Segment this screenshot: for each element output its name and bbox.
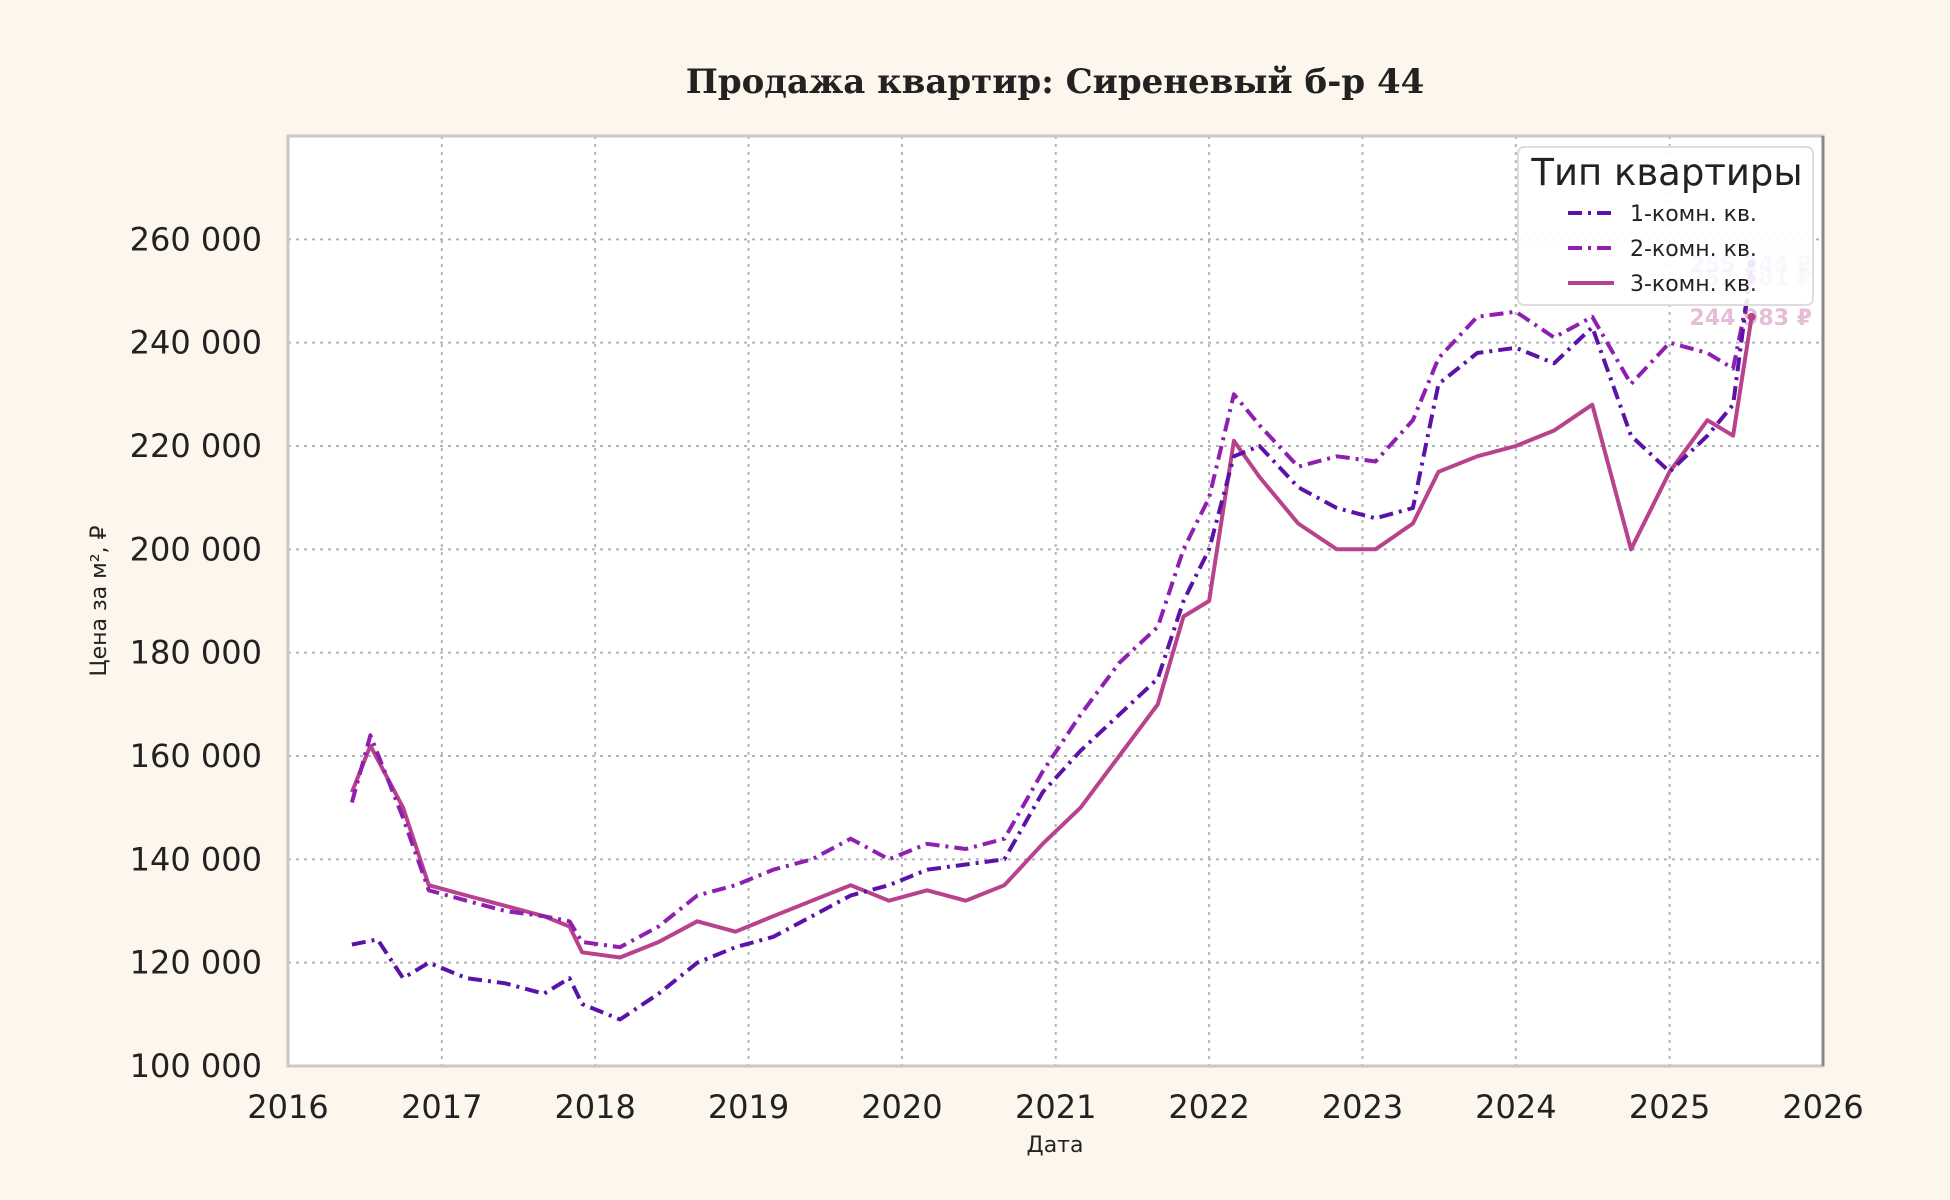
y-axis-ticks: 100 000 120 000 140 000 160 000 180 000 200 0… bbox=[130, 220, 262, 1085]
x-tick-label: 2021 bbox=[1015, 1088, 1096, 1126]
y-tick-label: 120 000 bbox=[130, 944, 262, 982]
series-line-1 bbox=[351, 263, 1754, 1022]
y-tick-label: 260 000 bbox=[130, 220, 262, 258]
y-tick-label: 220 000 bbox=[130, 427, 262, 465]
series-end-marker bbox=[1747, 312, 1756, 321]
y-axis-label: Цена за м², ₽ bbox=[87, 525, 112, 676]
x-tick-label: 2025 bbox=[1629, 1088, 1710, 1126]
y-tick-label: 160 000 bbox=[130, 737, 262, 775]
series-line-2 bbox=[349, 277, 1754, 950]
x-tick-label: 2023 bbox=[1322, 1088, 1403, 1126]
x-axis-label: Дата bbox=[1027, 1133, 1084, 1158]
y-tick-label: 100 000 bbox=[130, 1047, 262, 1085]
y-tick-label: 180 000 bbox=[130, 634, 262, 672]
x-tick-label: 2018 bbox=[554, 1088, 635, 1126]
x-tick-label: 2017 bbox=[401, 1088, 482, 1126]
legend-box bbox=[1517, 146, 1814, 306]
x-tick-label: 2019 bbox=[708, 1088, 789, 1126]
x-tick-label: 2026 bbox=[1782, 1088, 1863, 1126]
legend-label: 3-комн. кв. bbox=[1630, 272, 1757, 297]
chart-title: Продажа квартир: Сиреневый б-р 44 bbox=[686, 62, 1425, 102]
series-layer bbox=[349, 263, 1754, 1022]
legend: Тип квартиры 1-комн. кв. 2-комн. кв. 3-ком… bbox=[1517, 146, 1814, 306]
x-tick-label: 2024 bbox=[1475, 1088, 1556, 1126]
legend-title: Тип квартиры bbox=[1530, 151, 1802, 194]
series-line-3 bbox=[350, 316, 1754, 960]
legend-label: 2-комн. кв. bbox=[1630, 237, 1757, 262]
y-tick-label: 140 000 bbox=[130, 840, 262, 878]
legend-label: 1-комн. кв. bbox=[1630, 202, 1757, 227]
y-tick-label: 240 000 bbox=[130, 324, 262, 362]
x-tick-label: 2016 bbox=[247, 1088, 328, 1126]
x-axis-ticks: 2016 2017 2018 2019 2020 2021 2022 2023 2024 2025… bbox=[247, 1088, 1863, 1126]
x-tick-label: 2022 bbox=[1168, 1088, 1249, 1126]
series-end-label: 244 983 ₽ bbox=[1690, 306, 1812, 331]
x-tick-label: 2020 bbox=[861, 1088, 942, 1126]
legend-items: 1-комн. кв. 2-комн. кв. 3-комн. кв. bbox=[1568, 202, 1757, 297]
y-tick-label: 200 000 bbox=[130, 530, 262, 568]
